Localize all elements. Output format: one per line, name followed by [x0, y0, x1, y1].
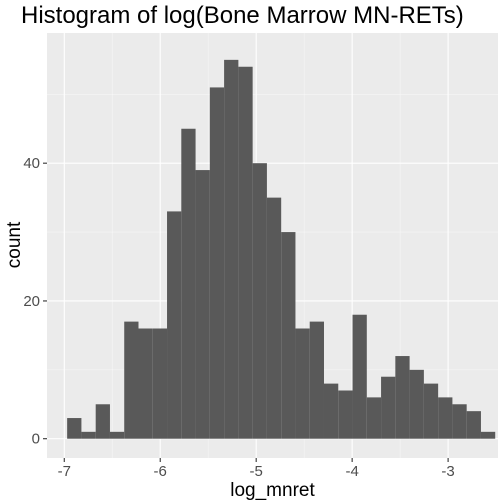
- x-tick-label: -3: [441, 463, 454, 480]
- histogram-bar: [209, 87, 225, 439]
- histogram-bar: [67, 418, 82, 439]
- histogram-bar: [109, 431, 125, 439]
- histogram-bar: [409, 369, 424, 439]
- histogram-bar: [395, 356, 410, 439]
- histogram-bar: [167, 211, 182, 439]
- x-tick-label: -7: [58, 463, 71, 480]
- x-axis: -7 -6 -5 -4 -3: [58, 458, 455, 480]
- histogram-bars: [67, 59, 496, 439]
- histogram-bar: [423, 383, 439, 439]
- histogram-bar: [295, 328, 310, 439]
- histogram-bar: [452, 404, 467, 439]
- histogram-bar: [281, 232, 296, 439]
- histogram-bar: [352, 314, 367, 439]
- histogram-bar: [381, 376, 396, 439]
- x-axis-title: log_mnret: [230, 480, 315, 501]
- histogram-bar: [195, 170, 210, 439]
- histogram-bar: [181, 128, 196, 439]
- histogram-bar: [309, 321, 324, 439]
- histogram-bar: [466, 411, 481, 439]
- y-tick-label: 40: [23, 155, 40, 172]
- histogram-bar: [252, 163, 267, 439]
- histogram-bar: [95, 404, 110, 439]
- histogram-bar: [338, 390, 353, 439]
- x-tick-label: -4: [345, 463, 358, 480]
- chart-title: Histogram of log(Bone Marrow MN-RETs): [21, 2, 464, 29]
- y-axis: 0 20 40: [23, 155, 47, 448]
- histogram-bar: [480, 431, 496, 439]
- histogram-bar: [238, 66, 253, 439]
- histogram-bar: [81, 431, 96, 439]
- histogram-bar: [124, 321, 139, 439]
- histogram-bar: [323, 383, 339, 439]
- y-axis-title: count: [4, 221, 25, 268]
- histogram-bar: [224, 59, 239, 439]
- histogram-bar: [438, 397, 453, 439]
- histogram-bar: [366, 397, 382, 439]
- y-tick-label: 0: [32, 431, 40, 448]
- histogram-bar: [138, 328, 153, 439]
- histogram-bar: [152, 328, 168, 439]
- x-tick-label: -6: [154, 463, 167, 480]
- y-tick-label: 20: [23, 293, 40, 310]
- x-tick-label: -5: [250, 463, 263, 480]
- histogram-bar: [266, 197, 282, 439]
